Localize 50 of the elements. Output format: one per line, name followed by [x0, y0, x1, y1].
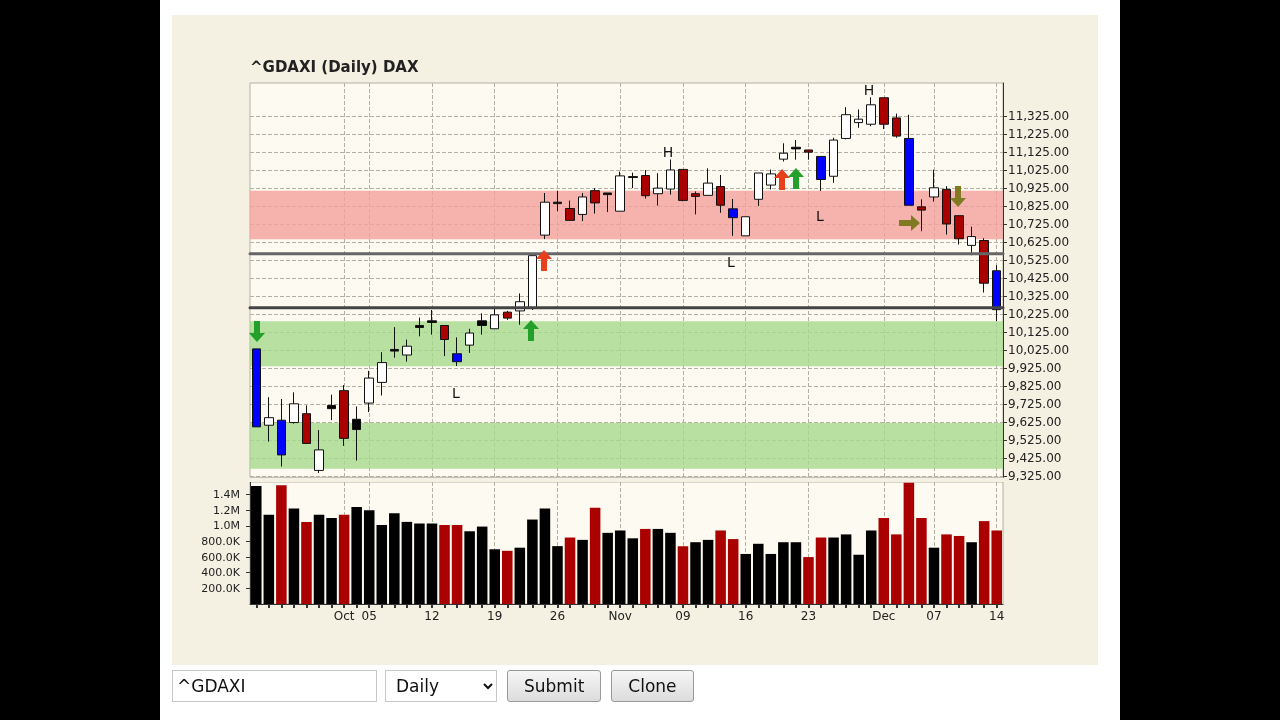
y-tick-label: 200.0K	[201, 581, 241, 595]
annotation: H	[662, 144, 674, 160]
text: ^GDAXI	[172, 670, 377, 702]
x-tick-label: 26	[549, 609, 566, 623]
x-tick-label: 09	[675, 609, 691, 623]
x-tick-label: Dec	[872, 609, 896, 623]
y-tick-label: 800.0K	[201, 534, 241, 548]
annotation: L	[452, 385, 461, 401]
y-tick-label: 10,525.00	[1008, 252, 1070, 267]
x-tick-label: Oct	[333, 609, 355, 623]
x-tick-label: 07	[926, 609, 942, 623]
y-tick-label: 10,125.00	[1008, 324, 1070, 339]
annotation: H	[863, 82, 875, 98]
y-tick-label: 1.2M	[213, 503, 240, 517]
text: Daily	[385, 670, 497, 702]
annotation: L	[816, 208, 825, 224]
y-tick-label: 11,125.00	[1008, 144, 1070, 159]
y-tick-label: 10,025.00	[1008, 342, 1070, 357]
y-tick-label: 11,225.00	[1008, 126, 1070, 141]
x-tick-label: 14	[989, 609, 1005, 623]
x-tick-label: 19	[487, 609, 503, 623]
y-tick-label: 11,325.00	[1008, 108, 1070, 123]
y-tick-label: 10,725.00	[1008, 216, 1070, 231]
y-tick-label: 9,925.00	[1008, 360, 1062, 375]
y-tick-label: 9,325.00	[1008, 469, 1062, 483]
y-tick-label: 11,025.00	[1008, 162, 1070, 177]
y-tick-label: 9,425.00	[1008, 451, 1062, 465]
y-tick-label: 10,825.00	[1008, 198, 1070, 213]
x-tick-label: 12	[424, 609, 440, 623]
x-tick-label: Nov	[608, 609, 632, 623]
text: Submit	[507, 670, 602, 702]
text: Clone	[611, 670, 694, 702]
y-tick-label: 9,625.00	[1008, 414, 1062, 429]
x-tick-label: 05	[361, 609, 377, 623]
x-tick-label: 16	[738, 609, 754, 623]
y-tick-label: 10,225.00	[1008, 306, 1070, 321]
x-tick-label: 23	[800, 609, 817, 623]
y-tick-label: 9,525.00	[1008, 432, 1062, 447]
y-tick-label: 1.0M	[213, 519, 240, 533]
y-tick-label: 10,625.00	[1008, 234, 1070, 249]
y-tick-label: 9,725.00	[1008, 396, 1062, 411]
y-tick-label: 10,425.00	[1008, 270, 1070, 285]
y-tick-label: 9,825.00	[1008, 378, 1062, 393]
y-tick-label: 10,325.00	[1008, 288, 1070, 303]
y-tick-label: 600.0K	[201, 550, 241, 564]
annotation: L	[727, 254, 736, 270]
y-tick-label: 400.0K	[201, 566, 241, 580]
y-tick-label: 10,925.00	[1008, 180, 1070, 195]
y-tick-label: 1.4M	[213, 488, 240, 502]
chart-title: ^GDAXI (Daily) DAX	[250, 57, 419, 76]
